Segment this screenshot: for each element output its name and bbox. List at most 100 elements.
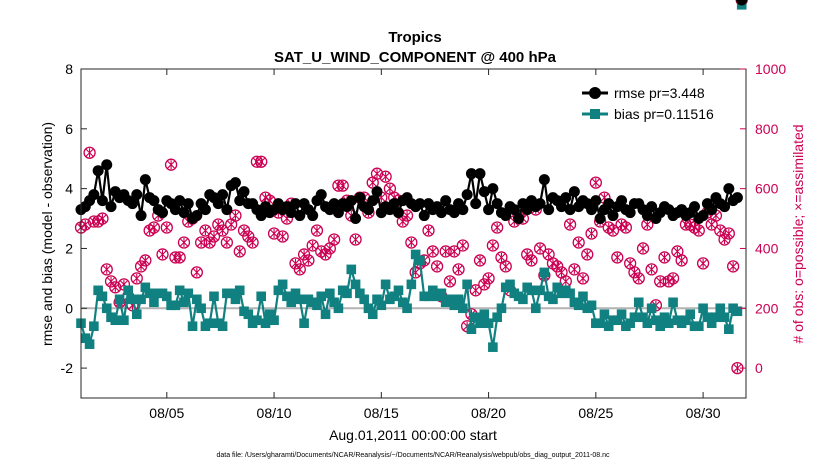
obs-assimilated-point: [373, 169, 382, 179]
bias-point: [397, 297, 408, 308]
obs-assimilated-point: [497, 252, 506, 262]
bias-point: [535, 285, 545, 296]
bias-point: [488, 342, 498, 352]
bias-point: [526, 285, 537, 296]
rmse-point: [414, 198, 426, 210]
rmse-point: [255, 210, 267, 222]
obs-possible-point: [456, 239, 469, 252]
bias-point: [423, 291, 434, 302]
x-tick-label: 08/05: [149, 405, 184, 421]
bias-point: [646, 303, 657, 314]
obs-assimilated-point: [351, 234, 360, 244]
rmse-point: [568, 186, 580, 198]
obs-assimilated-point: [433, 261, 442, 271]
obs-assimilated-point: [574, 237, 583, 247]
obs-assimilated-point: [621, 223, 630, 233]
bias-point: [217, 321, 228, 332]
obs-possible-point: [306, 239, 319, 252]
rmse-point: [435, 207, 447, 219]
bias-point: [466, 324, 477, 335]
obs-assimilated-point: [235, 246, 244, 256]
obs-assimilated-point: [162, 223, 171, 233]
bias-point: [196, 303, 206, 314]
bias-point: [355, 288, 365, 299]
rmse-point: [491, 198, 503, 210]
rmse-point: [616, 195, 628, 207]
bias-point: [299, 318, 309, 329]
rmse-point: [560, 192, 572, 204]
obs-assimilated-point: [385, 184, 394, 194]
obs-assimilated-point: [218, 226, 227, 236]
obs-possible-point: [619, 221, 633, 234]
obs-possible-point: [525, 254, 538, 267]
obs-possible-point: [310, 224, 324, 237]
bias-point: [174, 285, 185, 296]
rmse-point: [217, 189, 229, 201]
x-tick-label: 08/10: [257, 405, 292, 421]
obs-possible-point: [164, 158, 178, 171]
obs-assimilated-point: [694, 226, 703, 236]
rmse-point: [212, 198, 224, 210]
obs-possible-point: [190, 266, 203, 279]
bias-point: [505, 279, 515, 290]
obs-assimilated-point: [179, 237, 188, 247]
rmse-point: [521, 204, 533, 216]
obs-possible-point: [405, 236, 418, 249]
obs-assimilated-point: [677, 255, 686, 265]
bias-point: [539, 267, 550, 278]
bias-point: [638, 312, 648, 323]
rmse-point: [607, 210, 619, 222]
bias-point: [599, 309, 610, 320]
rmse-point: [461, 189, 473, 201]
bias-point: [496, 303, 507, 314]
obs-assimilated-point: [454, 264, 463, 274]
bias-point: [389, 291, 399, 302]
obs-assimilated-point: [102, 264, 111, 274]
obs-assimilated-point: [407, 237, 416, 247]
legend-bias-marker: [590, 109, 600, 119]
obs-possible-point: [216, 224, 229, 237]
obs-possible-point: [173, 251, 186, 264]
bias-point: [230, 294, 241, 305]
bias-point: [273, 285, 284, 296]
obs-assimilated-point: [248, 237, 257, 247]
obs-possible-point: [220, 236, 234, 249]
rmse-point: [641, 210, 653, 222]
bias-point: [170, 300, 181, 311]
bias-point: [428, 285, 438, 296]
rmse-point: [624, 207, 636, 219]
rmse-point: [487, 183, 499, 195]
rmse-point: [418, 210, 430, 222]
bias-point: [346, 264, 357, 275]
rmse-point: [731, 192, 743, 204]
obs-assimilated-point: [149, 223, 158, 233]
rmse-point: [594, 213, 606, 225]
rmse-point: [448, 207, 460, 219]
rmse-point: [96, 195, 108, 207]
bias-point: [162, 291, 172, 302]
obs-possible-point: [233, 245, 246, 258]
obs-assimilated-point: [210, 231, 218, 241]
bias-point: [363, 303, 374, 314]
rmse-point: [285, 207, 297, 219]
obs-assimilated-point: [484, 273, 493, 283]
bias-point: [453, 294, 464, 305]
obs-assimilated-point: [458, 240, 467, 250]
bias-point: [681, 315, 691, 326]
bias-point: [136, 294, 146, 305]
obs-assimilated-point: [566, 220, 575, 230]
rmse-point: [315, 189, 327, 201]
obs-possible-point: [169, 251, 182, 264]
bias-point: [410, 249, 421, 260]
obs-possible-point: [589, 176, 602, 189]
bias-point: [320, 309, 331, 320]
obs-assimilated-point: [587, 229, 596, 238]
obs-possible-point: [160, 221, 173, 234]
obs-possible-point: [572, 236, 585, 249]
bias-point: [492, 312, 502, 323]
bias-point: [372, 294, 382, 305]
obs-assimilated-point: [141, 255, 150, 265]
rmse-point: [199, 204, 211, 216]
bias-point: [462, 279, 472, 290]
obs-possible-point: [379, 170, 392, 183]
